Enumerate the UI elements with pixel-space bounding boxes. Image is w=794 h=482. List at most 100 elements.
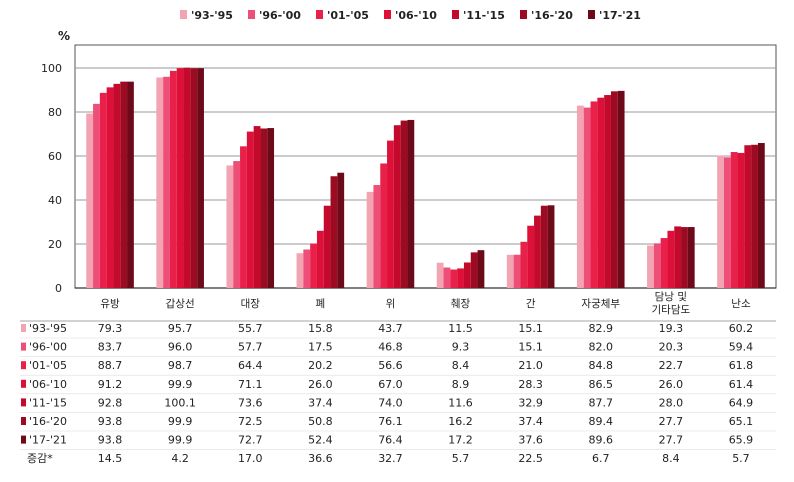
table-cell: 57.7: [238, 341, 263, 354]
table-cell: 76.1: [378, 415, 403, 428]
bar: [751, 144, 758, 288]
table-row-label: '16-'20: [29, 415, 67, 428]
legend-swatch: [384, 10, 391, 19]
x-category-label: 갑상선: [166, 298, 195, 310]
y-axis-ticks: 0 20 40 60 80 100: [41, 62, 62, 295]
table-cell: 93.8: [98, 415, 123, 428]
bar: [520, 241, 528, 288]
bar: [463, 262, 471, 288]
table-cell: 61.4: [729, 378, 754, 391]
x-category-label: 간: [526, 298, 536, 310]
bar: [477, 250, 485, 288]
table-cell: 46.8: [378, 341, 403, 354]
table-cell: 93.8: [98, 434, 123, 447]
legend-label: '06-'10: [395, 9, 437, 22]
table-cell: 32.7: [378, 452, 403, 465]
table-cell: 17.5: [308, 341, 333, 354]
bar: [443, 267, 451, 288]
table-cell: 65.9: [729, 434, 754, 447]
bar: [113, 83, 121, 288]
table-cell: 74.0: [378, 396, 403, 409]
bar: [120, 81, 128, 288]
bar: [303, 249, 311, 288]
y-tick-label: 80: [48, 106, 62, 119]
table-row-swatch: [21, 361, 26, 370]
table-cell: 8.4: [452, 359, 470, 372]
bar: [534, 215, 541, 288]
table-row-label: '06-'10: [29, 378, 67, 391]
bar: [576, 105, 584, 289]
legend-swatch: [180, 10, 187, 19]
table-cell: 56.6: [378, 359, 403, 372]
table-cell: 83.7: [98, 341, 123, 354]
table-cell: 89.6: [589, 434, 614, 447]
table-cell: 6.7: [592, 452, 610, 465]
table-cell: 22.7: [659, 359, 684, 372]
x-category-label: 담낭 및 기타담도: [652, 291, 691, 316]
table-cell: 16.2: [448, 415, 473, 428]
bar: [240, 146, 247, 288]
table-cell: 17.2: [448, 434, 473, 447]
legend-swatch: [316, 10, 323, 19]
table-cell: 14.5: [98, 452, 123, 465]
bar-groups: [86, 67, 765, 289]
x-category-label: 유방: [100, 298, 120, 310]
table-cell: 100.1: [164, 396, 196, 409]
bar: [730, 152, 738, 288]
bar: [233, 161, 241, 288]
bar: [176, 68, 184, 288]
bar: [674, 226, 682, 288]
bar: [513, 254, 521, 288]
bar: [667, 230, 675, 288]
bar: [757, 143, 765, 288]
table-cell: 17.0: [238, 452, 263, 465]
x-category-label: 위: [386, 297, 396, 310]
bar: [393, 125, 401, 288]
table-cell: 32.9: [518, 396, 543, 409]
table-cell: 27.7: [659, 434, 684, 447]
table-row-label: '93-'95: [29, 322, 67, 335]
table-cell: 71.1: [238, 378, 263, 391]
y-tick-label: 0: [55, 282, 62, 295]
bar: [744, 145, 752, 288]
bar: [436, 262, 444, 288]
bar: [246, 131, 254, 288]
bar: [310, 243, 317, 288]
table-cell: 76.4: [378, 434, 403, 447]
table-cell: 82.0: [589, 341, 614, 354]
bar: [183, 67, 191, 288]
bar: [156, 77, 164, 289]
bar: [660, 238, 668, 288]
x-category-label: 난소: [731, 298, 751, 310]
legend-label: '11-'15: [463, 9, 505, 22]
bar: [226, 165, 234, 288]
table-cell: 60.2: [729, 322, 754, 335]
table-row-swatch: [21, 379, 26, 388]
y-tick-label: 40: [48, 194, 62, 207]
table-cell: 84.8: [589, 359, 614, 372]
data-table: '93-'95 79.3 95.7 55.7 15.8 43.7 11.5 15.1 82.9 1…: [20, 320, 776, 465]
table-cell: 11.5: [448, 322, 473, 335]
table-row-label: '96-'00: [29, 341, 67, 354]
bar: [681, 227, 688, 288]
x-axis-category-labels: 유방 갑상선 대장 폐 위 췌장 간 자궁체부 담낭 및 기타담도 난소: [100, 291, 751, 316]
bar: [106, 87, 114, 288]
bar: [169, 70, 177, 288]
table-cell: 36.6: [308, 452, 333, 465]
y-tick-label: 20: [48, 238, 62, 251]
bar: [590, 101, 598, 288]
legend-swatch: [452, 10, 459, 19]
bar: [687, 227, 695, 288]
table-cell: 92.8: [98, 396, 123, 409]
table-cell: 28.3: [518, 378, 543, 391]
table-row-label: '17-'21: [29, 434, 67, 447]
table-row-label: '01-'05: [29, 359, 67, 372]
bar: [127, 81, 134, 288]
table-row-swatch: [21, 342, 26, 351]
bar: [604, 95, 611, 288]
bar: [617, 90, 625, 288]
table-row-label: '11-'15: [29, 396, 67, 409]
table-cell: 64.4: [238, 359, 263, 372]
table-cell: 67.0: [378, 378, 403, 391]
x-category-label: 자궁체부: [581, 298, 620, 310]
